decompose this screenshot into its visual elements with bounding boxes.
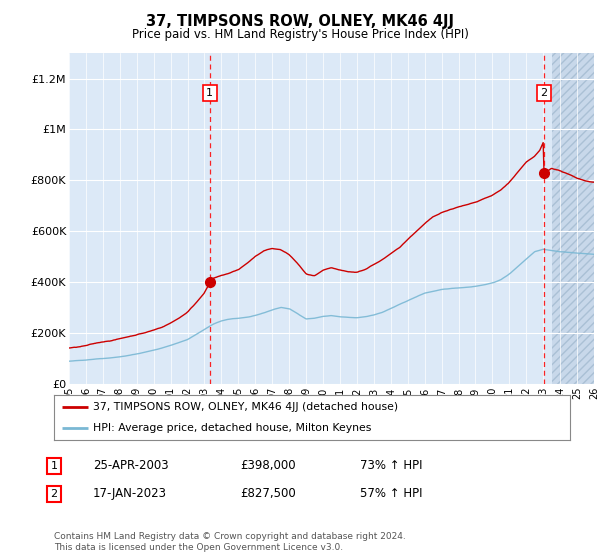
Text: 37, TIMPSONS ROW, OLNEY, MK46 4JJ: 37, TIMPSONS ROW, OLNEY, MK46 4JJ: [146, 14, 454, 29]
Text: £398,000: £398,000: [240, 459, 296, 473]
Text: 73% ↑ HPI: 73% ↑ HPI: [360, 459, 422, 473]
Text: 1: 1: [206, 88, 213, 98]
Text: 17-JAN-2023: 17-JAN-2023: [93, 487, 167, 501]
Text: 37, TIMPSONS ROW, OLNEY, MK46 4JJ (detached house): 37, TIMPSONS ROW, OLNEY, MK46 4JJ (detac…: [92, 402, 398, 412]
Text: Contains HM Land Registry data © Crown copyright and database right 2024.
This d: Contains HM Land Registry data © Crown c…: [54, 532, 406, 552]
Text: 1: 1: [50, 461, 58, 471]
Text: Price paid vs. HM Land Registry's House Price Index (HPI): Price paid vs. HM Land Registry's House …: [131, 28, 469, 41]
Bar: [551, 53, 594, 384]
Text: 2: 2: [541, 88, 548, 98]
Text: £827,500: £827,500: [240, 487, 296, 501]
Text: 2: 2: [50, 489, 58, 499]
Text: 57% ↑ HPI: 57% ↑ HPI: [360, 487, 422, 501]
Text: 25-APR-2003: 25-APR-2003: [93, 459, 169, 473]
Text: HPI: Average price, detached house, Milton Keynes: HPI: Average price, detached house, Milt…: [92, 423, 371, 433]
